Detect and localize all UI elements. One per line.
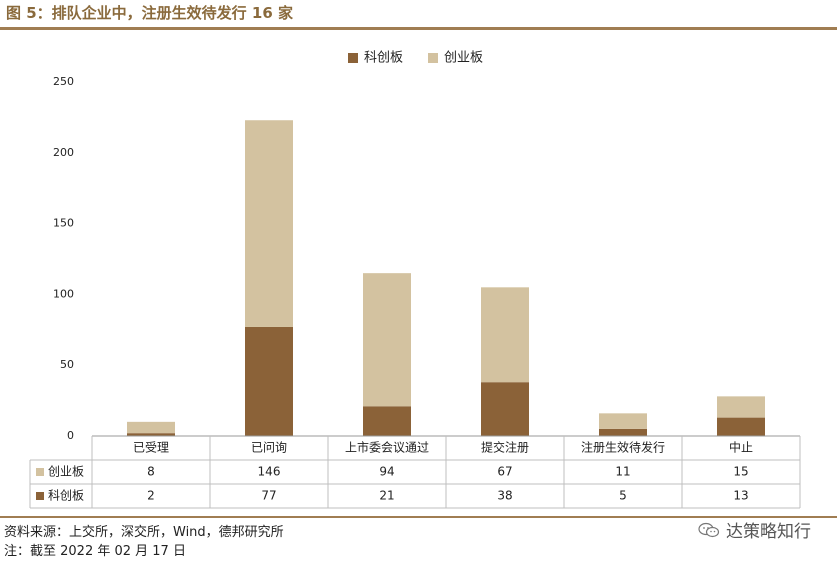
table-value-1-3: 67: [497, 465, 512, 479]
bar-1-0: [127, 421, 175, 434]
legend-swatch-0: [348, 53, 358, 63]
y-tick-label-5: 250: [53, 75, 74, 88]
y-tick-label-3: 150: [53, 217, 74, 230]
table-value-0-2: 21: [379, 489, 394, 503]
legend-label-0: 科创板: [364, 51, 403, 66]
brand-watermark: 达策略知行: [698, 517, 811, 542]
y-tick-label-4: 200: [53, 146, 74, 159]
bar-1-4: [599, 413, 647, 429]
bar-1-5: [717, 396, 765, 418]
y-tick-label-2: 100: [53, 287, 74, 300]
table-value-0-4: 5: [619, 489, 627, 503]
table-row-label-0: 科创板: [48, 489, 84, 503]
table-swatch-0: [36, 492, 44, 500]
bottom-rule: [0, 516, 837, 518]
category-label-1: 已问询: [251, 441, 287, 455]
legend-swatch-1: [428, 53, 438, 63]
bar-0-3: [481, 382, 529, 436]
table-value-0-1: 77: [261, 489, 276, 503]
figure-title: 图 5：排队企业中，注册生效待发行 16 家: [6, 4, 293, 22]
bar-1-2: [363, 273, 411, 407]
legend-label-1: 创业板: [444, 51, 483, 66]
table-value-1-0: 8: [147, 465, 155, 479]
bar-0-2: [363, 406, 411, 436]
bar-1-3: [481, 287, 529, 383]
bar-0-4: [599, 428, 647, 436]
table-value-1-1: 146: [258, 465, 281, 479]
y-tick-label-0: 0: [67, 429, 74, 442]
source-note: 资料来源：上交所，深交所，Wind，德邦研究所: [4, 525, 284, 540]
table-row-label-1: 创业板: [48, 465, 84, 479]
category-label-0: 已受理: [133, 441, 169, 455]
category-label-5: 中止: [729, 440, 753, 455]
bar-0-0: [127, 433, 175, 436]
table-value-0-5: 13: [733, 489, 748, 503]
table-value-1-5: 15: [733, 465, 748, 479]
top-rule: [0, 27, 837, 30]
bar-0-5: [717, 417, 765, 436]
category-label-4: 注册生效待发行: [581, 440, 665, 455]
category-label-3: 提交注册: [481, 440, 529, 455]
table-value-1-2: 94: [379, 465, 394, 479]
table-value-0-3: 38: [497, 489, 512, 503]
date-note: 注：截至 2022 年 02 月 17 日: [4, 544, 186, 559]
bar-1-1: [245, 120, 293, 327]
brand-text: 达策略知行: [726, 522, 811, 542]
category-label-2: 上市委会议通过: [345, 440, 429, 455]
wechat-icon: [698, 522, 720, 537]
table-swatch-1: [36, 468, 44, 476]
bar-0-1: [245, 326, 293, 436]
table-value-0-0: 2: [147, 489, 155, 503]
y-tick-label-1: 50: [60, 358, 74, 371]
table-value-1-4: 11: [615, 465, 630, 479]
